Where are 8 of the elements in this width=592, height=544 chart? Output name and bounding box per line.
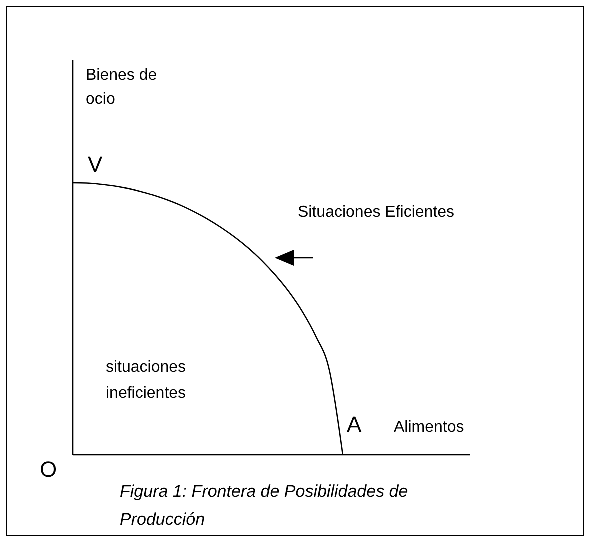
annotation: situaciones ineficientes bbox=[106, 359, 186, 402]
text: V bbox=[88, 152, 103, 177]
text: O bbox=[40, 457, 58, 482]
x-axis-title: Alimentos bbox=[394, 419, 464, 436]
annotation: Situaciones Eficientes bbox=[298, 204, 455, 221]
text: Figura 1: Frontera de Posibilidades de Producción bbox=[120, 482, 408, 529]
y-axis-title: Bienes de ocio bbox=[86, 67, 158, 108]
annotation: A bbox=[347, 412, 362, 437]
